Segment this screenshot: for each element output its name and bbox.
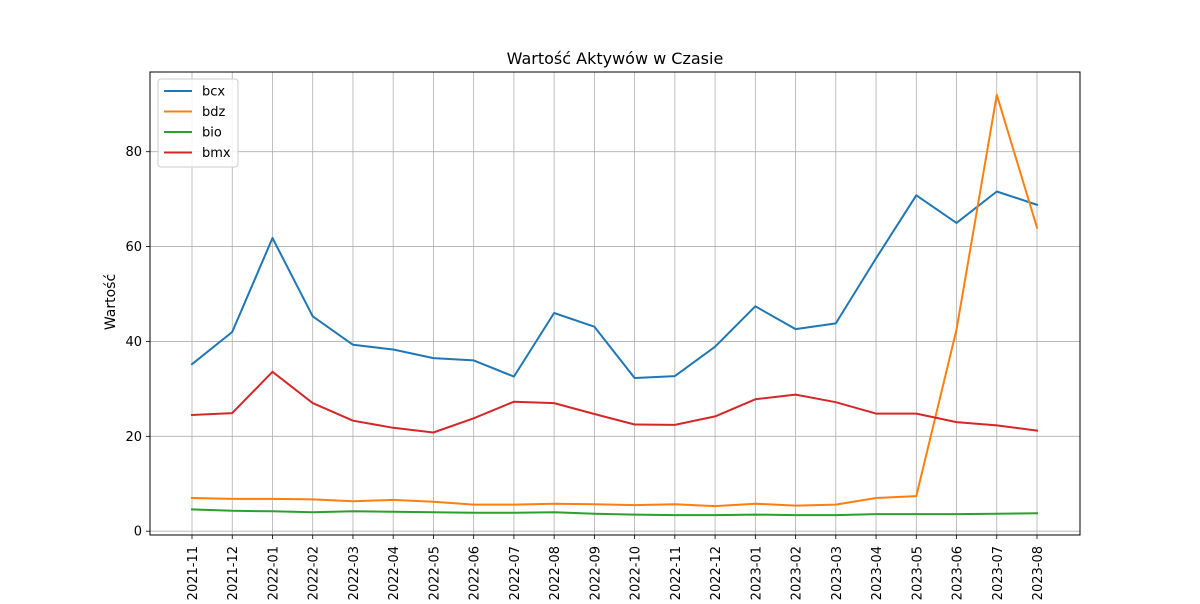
legend-box — [157, 78, 239, 168]
y-axis-ticks: 0 20 40 60 80 — [125, 145, 150, 540]
x-tick-label: 2022-03 — [347, 546, 362, 600]
x-tick-label: 2022-10 — [629, 546, 644, 600]
legend-label-bmx: bmx — [202, 146, 231, 161]
x-tick-label: 2022-06 — [468, 546, 483, 600]
x-tick-label: 2023-04 — [870, 546, 885, 600]
x-tick-label: 2022-05 — [427, 546, 442, 600]
x-tick-label: 2023-03 — [830, 546, 845, 600]
y-tick-label: 60 — [125, 240, 142, 255]
legend-label-bdz: bdz — [202, 105, 226, 120]
chart-title: Wartość Aktywów w Czasie — [507, 49, 724, 68]
x-tick-label: 2022-11 — [669, 546, 684, 600]
legend-label-bcx: bcx — [202, 85, 225, 100]
plot-frame — [149, 71, 1081, 536]
series-line-bmx — [190, 370, 1039, 434]
series-line-bdz — [190, 93, 1039, 508]
legend-label-bio: bio — [202, 126, 222, 141]
x-tick-label: 2022-08 — [548, 546, 563, 600]
grid-lines — [150, 72, 1080, 535]
x-tick-label: 2022-02 — [307, 546, 322, 600]
x-tick-label: 2023-07 — [991, 546, 1006, 600]
x-tick-label: 2022-09 — [588, 546, 603, 600]
series-line-bcx — [190, 190, 1039, 379]
x-tick-label: 2023-05 — [910, 546, 925, 600]
y-tick-label: 20 — [125, 430, 142, 445]
x-tick-label: 2022-12 — [709, 546, 724, 600]
x-tick-label: 2023-02 — [790, 546, 805, 600]
x-tick-label: 2022-04 — [387, 546, 402, 600]
x-tick-label: 2023-01 — [749, 546, 764, 600]
y-tick-label: 80 — [125, 145, 142, 160]
x-tick-label: 2022-01 — [266, 546, 281, 600]
x-tick-label: 2023-08 — [1031, 546, 1046, 600]
y-tick-label: 40 — [125, 335, 142, 350]
y-axis-label: Wartość — [103, 274, 119, 330]
x-tick-label: 2021-11 — [186, 546, 201, 600]
legend: bcx bdz bio bmx — [157, 78, 239, 168]
series-lines — [190, 93, 1039, 517]
y-tick-label: 0 — [134, 525, 142, 540]
series-line-bio — [190, 508, 1039, 517]
x-tick-label: 2022-07 — [508, 546, 523, 600]
x-tick-label: 2021-12 — [226, 546, 241, 600]
x-axis-ticks: 2021-11 2021-12 2022-01 2022-02 2022-03 2022-… — [186, 535, 1046, 600]
x-tick-label: 2023-06 — [951, 546, 966, 600]
